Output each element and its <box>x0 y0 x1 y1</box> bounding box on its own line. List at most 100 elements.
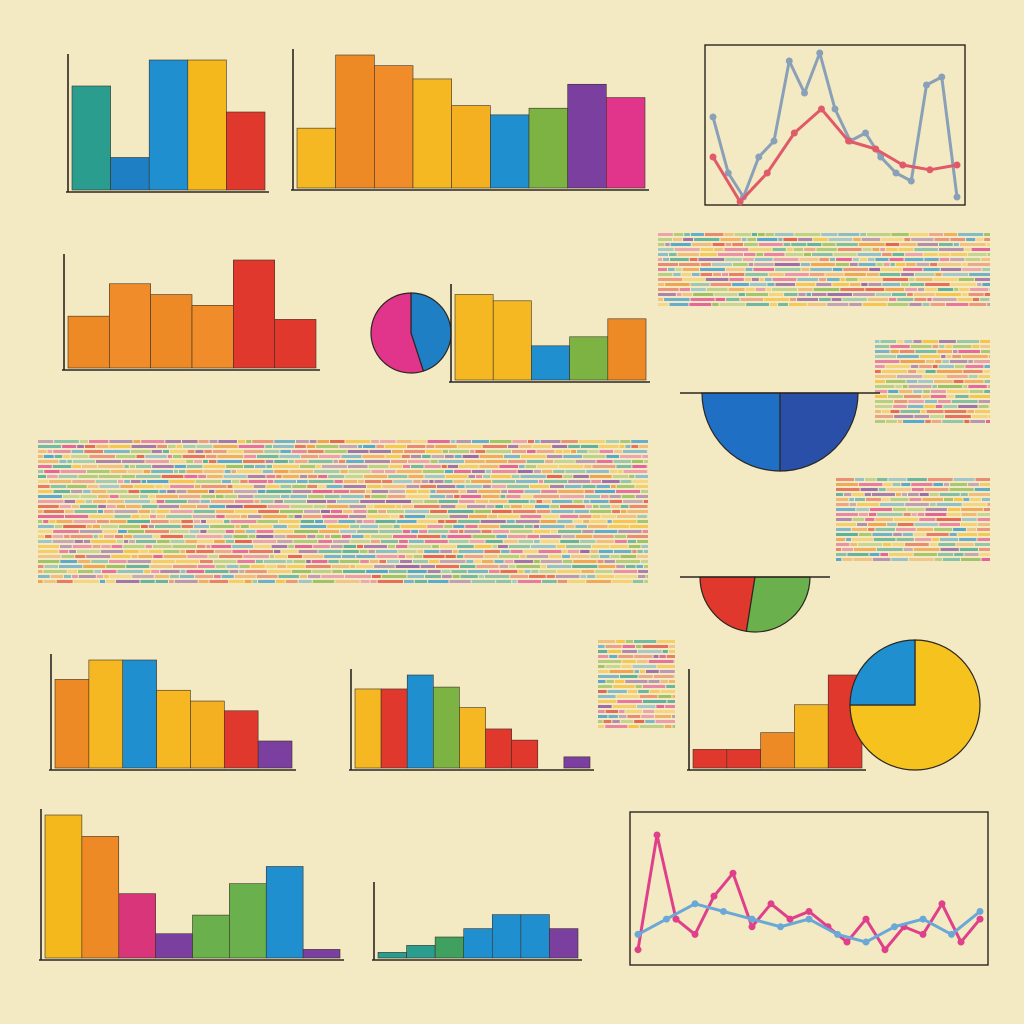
stripe <box>104 575 109 578</box>
stripe <box>393 480 413 483</box>
stripe <box>234 540 252 543</box>
point <box>770 137 778 145</box>
stripe <box>573 500 583 503</box>
stripe <box>897 523 914 526</box>
stripe <box>668 680 675 683</box>
stripe <box>891 233 909 236</box>
stripe <box>620 455 642 458</box>
stripe <box>674 248 700 251</box>
stripe <box>967 410 975 413</box>
stripe <box>546 455 563 458</box>
stripe <box>466 490 478 493</box>
stripe <box>38 450 47 453</box>
stripe <box>940 268 962 271</box>
stripe <box>321 465 347 468</box>
stripe <box>639 725 664 728</box>
stripe <box>369 450 392 453</box>
stripe <box>633 640 657 643</box>
stripe <box>881 370 908 373</box>
stripe <box>625 445 631 448</box>
stripe <box>943 483 949 486</box>
bar <box>148 59 189 191</box>
stripe <box>331 565 350 568</box>
stripe <box>936 370 963 373</box>
stripe <box>890 498 909 501</box>
stripe <box>807 303 827 306</box>
stripe <box>360 560 369 563</box>
stripe <box>516 565 541 568</box>
stripe <box>200 500 210 503</box>
bar <box>67 315 110 369</box>
stripe <box>378 525 393 528</box>
stripe <box>657 640 675 643</box>
point <box>729 869 737 877</box>
stripe <box>890 350 899 353</box>
stripe <box>826 278 840 281</box>
stripe <box>278 575 299 578</box>
stripe <box>452 575 460 578</box>
stripe <box>198 580 209 583</box>
stripe <box>541 490 558 493</box>
stripe <box>612 720 620 723</box>
stripe <box>178 495 201 498</box>
stripe <box>938 400 951 403</box>
stripe <box>318 475 328 478</box>
stripe <box>893 405 907 408</box>
stripe <box>583 500 590 503</box>
stripe <box>214 550 232 553</box>
stripe <box>376 445 384 448</box>
stripe <box>646 575 648 578</box>
stripe <box>929 543 938 546</box>
stripe <box>155 485 163 488</box>
bar <box>569 336 609 381</box>
stripe <box>598 705 612 708</box>
plot-frame <box>629 811 989 966</box>
stripe <box>555 575 580 578</box>
stripe <box>612 580 632 583</box>
stripe <box>216 515 225 518</box>
stripe <box>169 520 181 523</box>
stripe <box>307 450 324 453</box>
stripe <box>968 293 984 296</box>
stripe <box>700 268 725 271</box>
stripe <box>691 288 706 291</box>
stripe <box>531 570 539 573</box>
stripe <box>842 558 853 561</box>
stripe <box>149 550 163 553</box>
stripe <box>92 500 107 503</box>
stripe <box>658 278 683 281</box>
pie-slice <box>745 576 811 633</box>
stripe <box>165 440 182 443</box>
stripe <box>149 495 155 498</box>
pie-slice <box>779 392 859 472</box>
stripe <box>482 485 491 488</box>
stripe <box>408 540 424 543</box>
stripe <box>248 535 256 538</box>
stripe <box>843 493 852 496</box>
stripe <box>613 460 631 463</box>
stripe <box>318 550 342 553</box>
bar <box>549 928 579 959</box>
stripe <box>124 535 133 538</box>
stripe <box>621 665 632 668</box>
stripe <box>496 535 507 538</box>
stripe <box>124 500 151 503</box>
stripe <box>632 480 648 483</box>
stripe <box>853 238 861 241</box>
stripe <box>468 475 476 478</box>
stripe <box>568 580 586 583</box>
stripe <box>339 560 360 563</box>
stripe <box>522 505 534 508</box>
stripe <box>645 670 659 673</box>
stripe <box>181 520 193 523</box>
stripe <box>895 385 902 388</box>
stripe <box>625 565 636 568</box>
stripe <box>561 440 578 443</box>
stripe <box>890 410 900 413</box>
stripe <box>385 470 396 473</box>
stripe <box>294 545 313 548</box>
stripe <box>456 485 465 488</box>
stripe <box>38 565 44 568</box>
stripe <box>491 485 506 488</box>
